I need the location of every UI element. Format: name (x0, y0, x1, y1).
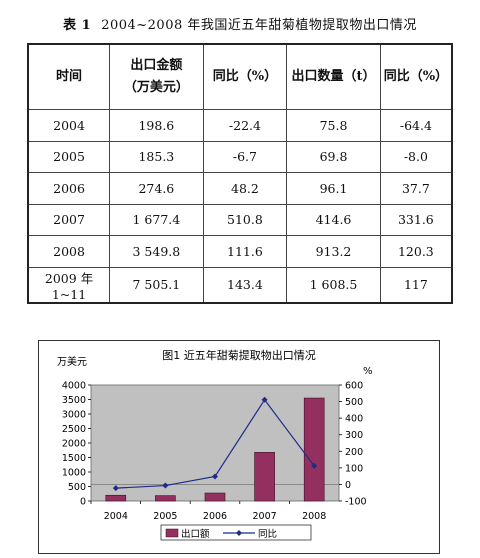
header-quantity-yoy: 同比（%） (379, 43, 453, 110)
cell-time: 2006 (27, 172, 111, 205)
cell-time: 2008 (27, 235, 111, 268)
cell-export-value: 185.3 (109, 140, 204, 173)
cell-value-yoy: 48.2 (202, 172, 288, 205)
table-row: 2004 198.6 -22.4 75.8 -64.4 (27, 109, 453, 142)
cell-export-value: 198.6 (109, 109, 204, 142)
y-left-tick-label: 2500 (62, 424, 86, 435)
cell-export-value: 274.6 (109, 172, 204, 205)
y-right-tick-label: 500 (345, 397, 363, 408)
cell-quantity-yoy: 331.6 (379, 203, 453, 236)
table-caption-label: 表 1 (63, 18, 92, 33)
table-header-row: 时间 出口金额 （万美元） 同比（%） 出口数量（t） 同比（%） (27, 43, 453, 110)
cell-time: 2005 (27, 140, 111, 173)
legend-swatch-export (165, 528, 179, 538)
y-right-tick-label: 300 (345, 430, 363, 441)
cell-export-quantity: 96.1 (286, 172, 381, 205)
cell-time: 2004 (27, 109, 111, 142)
y-right-tick-label: 0 (345, 480, 351, 491)
cell-value-yoy: 143.4 (202, 266, 288, 303)
chart-figure: 图1 近五年甜菊提取物出口情况 万美元% 0 500 1000 1500 2000 2500 3… (38, 340, 440, 554)
cell-export-quantity: 69.8 (286, 140, 381, 173)
point-yoy (311, 462, 318, 469)
cell-quantity-yoy: -8.0 (379, 140, 453, 173)
cell-export-value: 3 549.8 (109, 235, 204, 268)
table-row: 2008 3 549.8 111.6 913.2 120.3 (27, 235, 453, 268)
y-left-tick-label: 3000 (62, 410, 86, 421)
point-yoy (261, 396, 268, 403)
bar-export-value (155, 495, 176, 502)
y-right-tick-label: -100 (345, 497, 367, 508)
cell-value-yoy: -6.7 (202, 140, 288, 173)
cell-export-value: 1 677.4 (109, 203, 204, 236)
header-export-value-line2: （万美元） (123, 80, 189, 95)
bar-export-value (105, 494, 127, 502)
plot-area (90, 384, 340, 502)
cell-export-quantity: 913.2 (286, 235, 381, 268)
y-axis-left-label: 万美元 (57, 355, 87, 368)
point-yoy (162, 482, 169, 489)
x-tick-label: 2005 (153, 511, 177, 522)
table-row: 2006 274.6 48.2 96.1 37.7 (27, 172, 453, 205)
y-left-tick-label: 500 (68, 482, 86, 493)
cell-quantity-yoy: 120.3 (379, 235, 453, 268)
legend-marker-yoy (236, 530, 242, 536)
cell-value-yoy: -22.4 (202, 109, 288, 142)
point-yoy (112, 485, 119, 492)
y-right-tick-label: 600 (345, 381, 363, 392)
header-time: 时间 (27, 43, 111, 110)
chart-svg: 图1 近五年甜菊提取物出口情况万美元%050010001500200025003… (57, 348, 373, 541)
table-row: 2007 1 677.4 510.8 414.6 331.6 (27, 203, 453, 236)
table-row: 2009 年 1~11 7 505.1 143.4 1 608.5 117 (27, 266, 453, 303)
cell-export-value: 7 505.1 (109, 266, 204, 303)
table-row: 2005 185.3 -6.7 69.8 -8.0 (27, 140, 453, 173)
y-right-tick-label: 200 (345, 447, 363, 458)
cell-quantity-yoy: 37.7 (379, 172, 453, 205)
cell-value-yoy: 111.6 (202, 235, 288, 268)
legend-label-export: 出口额 (181, 528, 210, 540)
cell-time: 2007 (27, 203, 111, 236)
header-export-value: 出口金额 （万美元） (109, 43, 204, 110)
y-right-tick-label: 100 (345, 463, 363, 474)
cell-export-quantity: 414.6 (286, 203, 381, 236)
y-left-tick-label: 1000 (62, 468, 86, 479)
y-left-tick-label: 0 (80, 497, 86, 508)
x-tick-label: 2006 (203, 511, 227, 522)
point-yoy (212, 473, 218, 480)
cell-export-quantity: 75.8 (286, 109, 381, 142)
header-export-quantity: 出口数量（t） (286, 43, 381, 110)
cell-time: 2009 年 1~11 (27, 266, 111, 303)
export-table: 时间 出口金额 （万美元） 同比（%） 出口数量（t） 同比（%） 2004 19… (27, 43, 453, 304)
y-left-tick-label: 2000 (62, 439, 86, 450)
y-right-tick-label: 400 (345, 414, 363, 425)
cell-value-yoy: 510.8 (202, 203, 288, 236)
y-left-tick-label: 3500 (62, 395, 86, 406)
header-value-yoy: 同比（%） (202, 43, 288, 110)
x-tick-label: 2004 (104, 511, 128, 522)
x-tick-label: 2008 (302, 511, 326, 522)
cell-quantity-yoy: -64.4 (379, 109, 453, 142)
header-export-value-line1: 出口金额 (130, 58, 183, 73)
y-left-tick-label: 1500 (62, 453, 86, 464)
chart-title: 图1 近五年甜菊提取物出口情况 (162, 348, 316, 362)
y-axis-right-label: % (363, 366, 373, 377)
legend-label-yoy: 同比 (258, 528, 277, 540)
table-caption: 表 1 2004~2008 年我国近五年甜菊植物提取物出口情况 (0, 14, 480, 33)
table-caption-text: 2004~2008 年我国近五年甜菊植物提取物出口情况 (101, 18, 417, 33)
y-left-tick-label: 4000 (62, 381, 86, 392)
cell-quantity-yoy: 117 (379, 266, 453, 303)
bar-export-value (204, 492, 226, 502)
bar-export-value (254, 452, 275, 502)
x-tick-label: 2007 (253, 511, 277, 522)
bar-export-value (303, 397, 325, 502)
cell-export-quantity: 1 608.5 (286, 266, 381, 303)
